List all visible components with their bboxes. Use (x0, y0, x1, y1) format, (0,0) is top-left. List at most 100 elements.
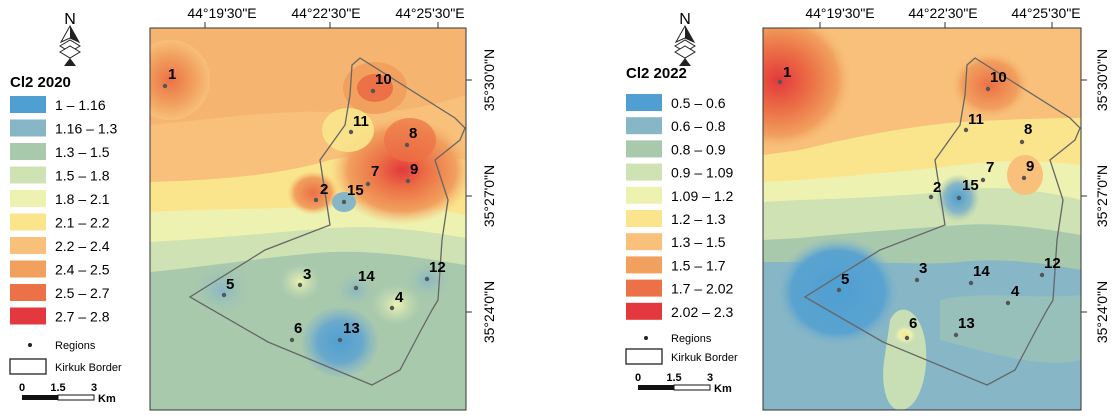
scale-tick: 1.5 (50, 382, 65, 394)
legend-swatch (10, 96, 46, 113)
legend-label: 1.8 – 2.1 (55, 191, 110, 207)
scale-unit: Km (714, 383, 732, 395)
lat-label: 35°30'0"N (1094, 49, 1110, 111)
site-point-1 (777, 79, 783, 85)
site-label: 6 (909, 315, 917, 332)
site-point-8 (404, 142, 410, 148)
site-label: 10 (375, 71, 392, 88)
site-label: 9 (410, 161, 418, 178)
site-point-2 (313, 197, 319, 203)
site-point-12 (1039, 272, 1045, 278)
legend-label: 2.7 – 2.8 (55, 309, 110, 325)
scale-tick: 0 (19, 382, 25, 394)
map-figure-2020: 44°19'30"E 44°22'30"E 44°25'30"E 35°30'0… (9, 5, 497, 411)
legend-label: 1.5 – 1.7 (671, 257, 726, 273)
border-legend-label: Kirkuk Border (671, 352, 738, 364)
site-label: 4 (395, 289, 404, 306)
legend-swatch (626, 233, 662, 251)
legend-swatch (10, 307, 46, 325)
site-label: 8 (1024, 121, 1032, 138)
legend-label: 1 – 1.16 (55, 97, 106, 113)
site-point-9 (405, 178, 411, 184)
north-label: N (64, 11, 76, 28)
sample-sites (777, 79, 1045, 341)
site-point-9 (1021, 175, 1027, 181)
site-label: 14 (358, 268, 375, 285)
site-label: 7 (986, 159, 994, 176)
site-label: 6 (294, 320, 302, 337)
legend-swatch (10, 260, 46, 278)
regions-symbol (28, 343, 32, 347)
border-symbol (625, 348, 663, 365)
legend: Cl2 2022 0.5 – 0.6 0.6 – 0.8 0.8 – 0.9 0.9 … (625, 65, 738, 395)
site-point-6 (289, 337, 295, 343)
scale-unit: Km (98, 393, 116, 405)
site-point-15 (956, 195, 962, 201)
site-label: 14 (973, 263, 990, 280)
site-point-15 (341, 199, 347, 205)
site-label: 12 (1044, 255, 1061, 272)
legend-title: Cl2 2020 (10, 74, 71, 91)
site-point-13 (337, 337, 343, 343)
legend-label: 2.4 – 2.5 (55, 262, 110, 278)
site-point-3 (914, 277, 920, 283)
scale-bar: 0 1.5 3 Km (635, 372, 732, 395)
site-label: 7 (371, 163, 379, 180)
scale-bar: 0 1.5 3 Km (19, 382, 116, 405)
lat-label: 35°27'0"N (481, 165, 497, 227)
site-point-14 (353, 285, 359, 291)
lon-label: 44°19'30"E (805, 5, 874, 21)
site-point-10 (985, 86, 991, 92)
site-point-8 (1019, 139, 1025, 145)
legend-label: 1.3 – 1.5 (55, 144, 110, 160)
graticule-ticks (819, 22, 1087, 313)
site-label: 12 (429, 259, 446, 276)
site-point-12 (424, 276, 430, 282)
legend-label: 1.5 – 1.8 (55, 168, 110, 184)
graticule-ticks (204, 22, 472, 313)
legend-label: 1.16 – 1.3 (55, 121, 117, 137)
site-label: 9 (1026, 158, 1034, 175)
scale-tick: 3 (91, 382, 97, 394)
interpolation-surface (763, 28, 1081, 410)
legend-swatch (10, 284, 46, 301)
legend-swatch (626, 210, 662, 227)
legend-swatch (10, 213, 46, 231)
site-label: 4 (1011, 283, 1020, 300)
legend-label: 2.1 – 2.2 (55, 215, 110, 231)
site-label: 1 (168, 66, 176, 83)
border-symbol (9, 358, 47, 375)
site-point-11 (348, 129, 354, 135)
legend-swatch (626, 302, 662, 320)
site-label: 11 (353, 113, 369, 130)
scale-tick: 3 (707, 372, 713, 384)
legend-label: 0.9 – 1.09 (671, 165, 733, 181)
site-label: 1 (783, 64, 791, 81)
site-label: 2 (933, 179, 941, 196)
site-point-2 (928, 194, 934, 200)
legend-swatch (626, 140, 662, 158)
map-frame (149, 27, 467, 411)
lon-label: 44°19'30"E (187, 5, 256, 21)
map-panel-2022: 44°19'30"E 44°22'30"E 44°25'30"E 35°30'0… (600, 0, 1116, 414)
scale-tick: 0 (635, 372, 641, 384)
legend-swatch (626, 163, 662, 181)
legend-label: 1.2 – 1.3 (671, 211, 726, 227)
legend-swatch (626, 186, 662, 204)
sample-sites (162, 83, 430, 343)
legend-label: 2.02 – 2.3 (671, 304, 733, 320)
scale-tick: 1.5 (666, 372, 681, 384)
legend: Cl2 2020 1 – 1.16 1.16 – 1.3 1.3 – 1.5 1.5 … (9, 74, 122, 405)
site-label: 15 (962, 177, 979, 194)
legend-label: 1.3 – 1.5 (671, 234, 726, 250)
legend-label: 0.8 – 0.9 (671, 141, 726, 157)
site-label: 11 (968, 111, 984, 128)
site-label: 3 (919, 260, 927, 277)
site-label: 2 (320, 181, 328, 198)
regions-legend-label: Regions (55, 340, 96, 352)
site-point-1 (162, 83, 168, 89)
site-label: 10 (990, 69, 1007, 86)
legend-label: 2.5 – 2.7 (55, 285, 110, 301)
legend-label: 0.6 – 0.8 (671, 118, 726, 134)
site-label: 15 (347, 182, 364, 199)
